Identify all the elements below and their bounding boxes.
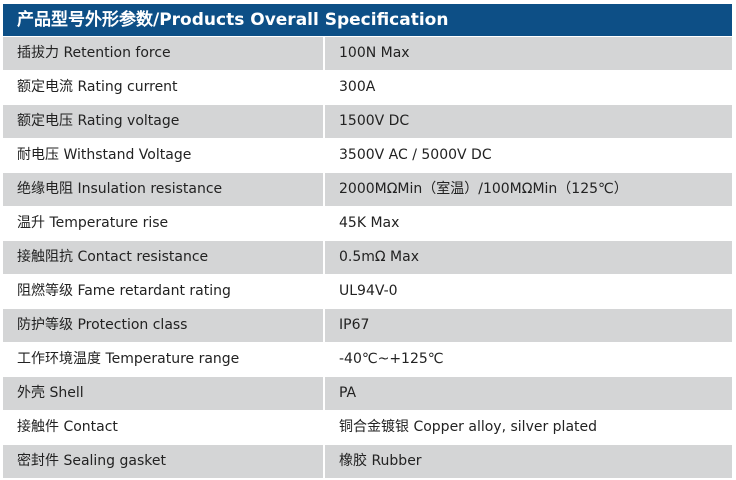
table-row: 耐电压 Withstand Voltage 3500V AC / 5000V DC xyxy=(3,139,732,172)
spec-value: 300A xyxy=(339,79,376,95)
spec-label: 绝缘电阻 Insulation resistance xyxy=(3,173,323,206)
table-row: 额定电压 Rating voltage 1500V DC xyxy=(3,105,732,138)
spec-value: 橡胶 Rubber xyxy=(325,445,732,478)
spec-value: 0.5mΩ Max xyxy=(325,241,732,274)
spec-label: 插拔力 Retention force xyxy=(3,37,323,70)
table-row: 接触阻抗 Contact resistance 0.5mΩ Max xyxy=(3,241,732,274)
table-row: 接触件 Contact 铜合金镀银 Copper alloy, silver pl… xyxy=(3,411,732,444)
table-row: 绝缘电阻 Insulation resistance 2000MΩMin（室温）/… xyxy=(3,173,732,206)
table-title: 产品型号外形参数/Products Overall Specification xyxy=(3,4,732,36)
spec-label: 耐电压 Withstand Voltage xyxy=(17,147,192,163)
spec-label: 接触阻抗 Contact resistance xyxy=(3,241,323,274)
spec-value: 3500V AC / 5000V DC xyxy=(339,147,492,163)
spec-value: 100N Max xyxy=(325,37,732,70)
spec-label: 额定电流 Rating current xyxy=(17,79,178,95)
spec-value: 2000MΩMin（室温）/100MΩMin（125℃） xyxy=(325,173,732,206)
spec-value: IP67 xyxy=(325,309,732,342)
spec-value: 铜合金镀银 Copper alloy, silver plated xyxy=(339,419,598,435)
table-row: 阻燃等级 Fame retardant rating UL94V-0 xyxy=(3,275,732,308)
spec-label: 外壳 Shell xyxy=(3,377,323,410)
spec-value: -40℃~+125℃ xyxy=(339,351,444,367)
spec-label: 工作环境温度 Temperature range xyxy=(17,351,240,367)
spec-value: 45K Max xyxy=(339,215,400,231)
spec-label: 防护等级 Protection class xyxy=(3,309,323,342)
spec-value: UL94V-0 xyxy=(339,283,398,299)
table-row: 外壳 Shell PA xyxy=(3,377,732,410)
spec-value: 1500V DC xyxy=(325,105,732,138)
spec-label: 温升 Temperature rise xyxy=(17,215,169,231)
spec-value: PA xyxy=(325,377,732,410)
table-row: 密封件 Sealing gasket 橡胶 Rubber xyxy=(3,445,732,478)
table-row: 温升 Temperature rise 45K Max xyxy=(3,207,732,240)
spec-table: 产品型号外形参数/Products Overall Specification … xyxy=(3,4,732,478)
table-row: 插拔力 Retention force 100N Max xyxy=(3,37,732,70)
spec-label: 额定电压 Rating voltage xyxy=(3,105,323,138)
spec-label: 密封件 Sealing gasket xyxy=(3,445,323,478)
spec-label: 接触件 Contact xyxy=(17,419,118,435)
spec-label: 阻燃等级 Fame retardant rating xyxy=(17,283,231,299)
table-row: 防护等级 Protection class IP67 xyxy=(3,309,732,342)
table-row: 额定电流 Rating current 300A xyxy=(3,71,732,104)
table-row: 工作环境温度 Temperature range -40℃~+125℃ xyxy=(3,343,732,376)
